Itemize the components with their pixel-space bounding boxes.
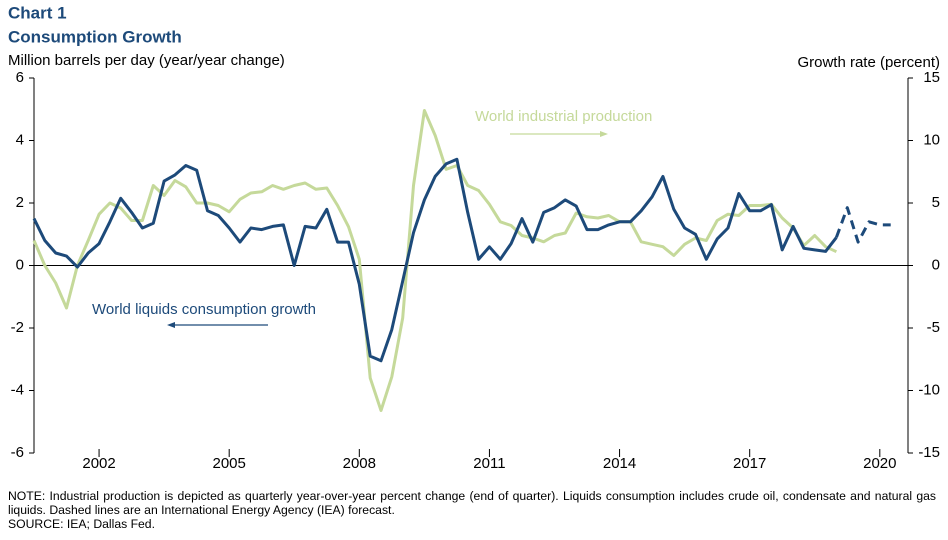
chart-subtitle: Consumption Growth — [8, 27, 182, 46]
x-tick-label: 2002 — [82, 455, 115, 472]
annotation-arrowhead — [167, 322, 175, 328]
y2-tick-label: -5 — [927, 319, 940, 336]
note: NOTE: Industrial production is depicted … — [8, 489, 936, 517]
x-tick-label: 2005 — [212, 455, 245, 472]
y2-tick-label: -15 — [918, 444, 940, 461]
y-tick-label: -4 — [11, 381, 24, 398]
y2-tick-label: 15 — [923, 69, 940, 86]
series-annotation: World liquids consumption growth — [92, 301, 316, 318]
y2-tick-label: 5 — [932, 194, 940, 211]
series-line — [32, 109, 838, 412]
x-tick-label: 2008 — [343, 455, 376, 472]
y-tick-label: -6 — [11, 444, 24, 461]
y-tick-label: 6 — [16, 69, 24, 86]
y2-tick-label: 10 — [923, 131, 940, 148]
x-tick-label: 2014 — [603, 455, 636, 472]
series-line — [32, 157, 838, 363]
x-tick-label: 2011 — [473, 455, 505, 472]
y-tick-label: 2 — [16, 194, 24, 211]
annotation-arrowhead — [600, 131, 608, 137]
y-axis-label: Million barrels per day (year/year chang… — [8, 52, 285, 69]
x-tick-label: 2020 — [863, 455, 896, 472]
source: SOURCE: IEA; Dallas Fed. — [8, 517, 155, 531]
y-tick-label: -2 — [11, 319, 24, 336]
chart-title: Chart 1 — [8, 3, 67, 22]
y-tick-label: 4 — [16, 131, 24, 148]
forecast-line — [834, 206, 891, 244]
y2-axis-label: Growth rate (percent) — [797, 54, 940, 71]
y-tick-label: 0 — [16, 256, 24, 273]
y2-tick-label: 0 — [932, 256, 940, 273]
y2-tick-label: -10 — [918, 381, 940, 398]
x-tick-label: 2017 — [733, 455, 766, 472]
series-annotation: World industrial production — [475, 108, 652, 125]
